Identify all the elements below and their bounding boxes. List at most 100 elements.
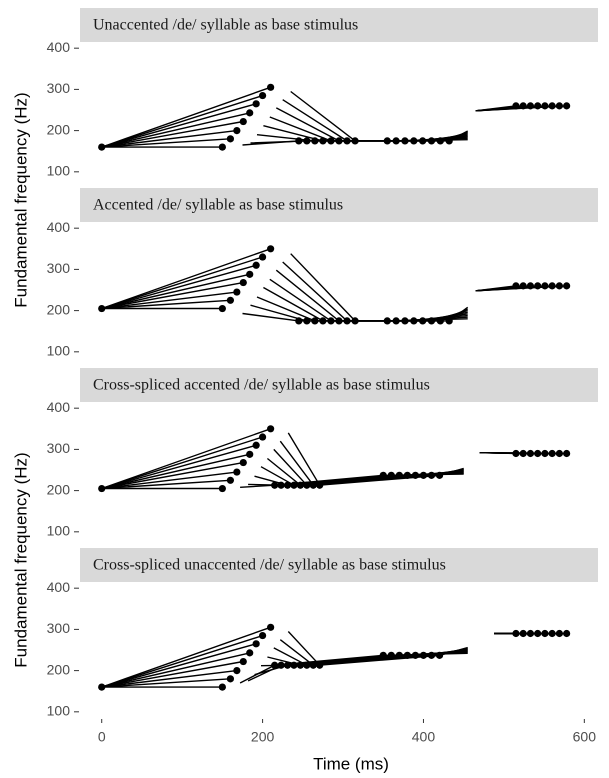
point xyxy=(401,317,409,325)
y-tick-label: 300 xyxy=(47,80,71,96)
point xyxy=(327,317,335,325)
y-tick-label: 400 xyxy=(47,579,71,595)
point xyxy=(98,484,106,493)
y-tick-label: 200 xyxy=(47,301,71,317)
point xyxy=(246,649,254,657)
point xyxy=(541,449,549,458)
point xyxy=(351,317,359,325)
point xyxy=(392,137,400,145)
y-tick-label: 100 xyxy=(47,163,71,179)
y-axis-title: Fundamental frequency (Hz) xyxy=(11,452,30,667)
strip-background xyxy=(80,548,598,582)
point xyxy=(445,137,453,145)
point xyxy=(271,661,279,669)
point xyxy=(295,137,303,145)
contour-line xyxy=(101,248,567,322)
point xyxy=(316,481,324,489)
contour-line xyxy=(101,273,545,322)
point xyxy=(519,102,527,110)
point xyxy=(427,137,436,145)
x-tick-label: 600 xyxy=(573,729,597,745)
point xyxy=(563,629,571,638)
point xyxy=(233,667,241,675)
point xyxy=(98,683,106,691)
point xyxy=(343,137,351,145)
point xyxy=(311,317,319,325)
point xyxy=(218,304,226,313)
point xyxy=(267,245,275,253)
point xyxy=(311,137,319,145)
point xyxy=(271,481,279,489)
strip-background xyxy=(80,8,598,42)
x-axis-title: Time (ms) xyxy=(313,754,389,773)
point xyxy=(239,458,247,467)
point xyxy=(218,683,226,691)
point xyxy=(411,471,420,479)
y-tick-label: 400 xyxy=(47,219,71,235)
point xyxy=(563,102,571,110)
y-tick-label: 200 xyxy=(47,481,71,497)
point xyxy=(427,317,436,325)
point xyxy=(319,137,327,145)
point xyxy=(548,449,556,458)
point xyxy=(233,468,241,476)
y-axis-title: Fundamental frequency (Hz) xyxy=(11,92,30,307)
point xyxy=(526,102,535,110)
point xyxy=(267,623,275,631)
point xyxy=(296,661,304,669)
point xyxy=(218,143,226,151)
point xyxy=(277,661,285,669)
point xyxy=(258,253,267,261)
point xyxy=(98,143,106,151)
point xyxy=(290,661,298,669)
point xyxy=(427,471,436,479)
point xyxy=(295,317,303,325)
point xyxy=(233,288,241,296)
point xyxy=(548,282,556,290)
point xyxy=(419,651,428,659)
point xyxy=(283,661,292,669)
point xyxy=(239,278,247,287)
point xyxy=(519,449,527,458)
y-tick-label: 300 xyxy=(47,260,71,276)
point xyxy=(548,629,556,638)
point xyxy=(252,100,260,108)
point xyxy=(258,631,267,640)
point xyxy=(246,270,254,278)
y-tick-label: 200 xyxy=(47,661,71,677)
point xyxy=(410,317,418,325)
point xyxy=(319,317,327,325)
point xyxy=(541,629,549,638)
point xyxy=(239,657,247,666)
point xyxy=(383,317,391,325)
point xyxy=(218,484,226,493)
point xyxy=(512,449,520,458)
point xyxy=(226,296,235,304)
point xyxy=(435,651,444,659)
point xyxy=(267,83,275,91)
point xyxy=(303,317,311,325)
point xyxy=(246,109,254,117)
point xyxy=(335,137,343,145)
point xyxy=(379,471,387,479)
panel-title: Accented /de/ syllable as base stimulus xyxy=(93,197,343,214)
point xyxy=(519,282,527,290)
point xyxy=(395,651,403,659)
point xyxy=(226,476,235,484)
point xyxy=(252,441,260,449)
point xyxy=(555,282,563,290)
point xyxy=(512,282,520,290)
point xyxy=(541,102,549,110)
point xyxy=(383,137,391,145)
point xyxy=(534,282,542,290)
point xyxy=(534,449,542,458)
point xyxy=(283,481,292,489)
point xyxy=(258,91,267,100)
point xyxy=(387,651,395,659)
point xyxy=(226,135,235,143)
x-tick-label: 400 xyxy=(412,729,436,745)
y-tick-label: 100 xyxy=(47,523,71,539)
contour-line xyxy=(101,281,538,322)
point xyxy=(526,449,535,458)
point xyxy=(403,651,411,659)
